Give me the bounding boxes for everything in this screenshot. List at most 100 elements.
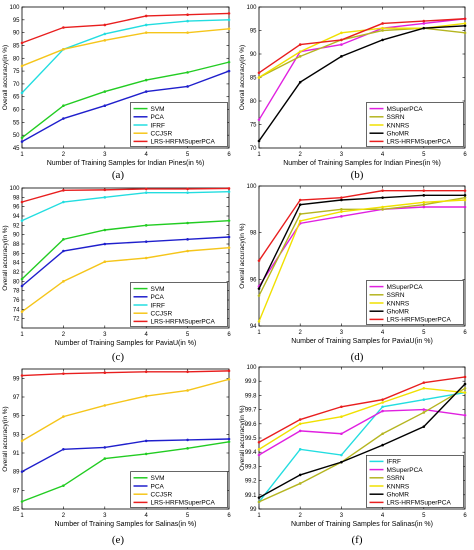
x-axis-label: Number of Training Samples for Salinas(i… xyxy=(54,521,196,528)
data-point xyxy=(381,26,384,30)
series-line xyxy=(21,438,230,473)
y-tick-label: 99.8 xyxy=(245,393,257,399)
x-axis-label: Number of Training Samples for Indian Pi… xyxy=(47,160,205,167)
legend-entry: LRS-HRFMSuperPCA xyxy=(151,500,216,507)
x-tick-label: 6 xyxy=(227,513,231,519)
data-point xyxy=(227,369,231,373)
data-point xyxy=(257,118,261,122)
data-point xyxy=(381,208,384,211)
data-point xyxy=(62,372,65,375)
legend-entry: KNNRS xyxy=(387,483,410,490)
data-point xyxy=(186,447,189,450)
data-point xyxy=(340,453,343,457)
legend-entry: SSRN xyxy=(387,475,405,482)
data-point xyxy=(463,375,467,379)
data-point xyxy=(257,453,261,457)
y-tick-label: 91 xyxy=(13,451,20,457)
data-point xyxy=(298,219,302,223)
y-tick-label: 99.9 xyxy=(245,379,257,385)
x-tick-label: 1 xyxy=(20,513,24,519)
data-point xyxy=(227,12,231,15)
y-tick-label: 99.3 xyxy=(245,464,257,470)
y-tick-label: 87 xyxy=(13,488,20,494)
legend-entry: PCA xyxy=(151,114,165,121)
data-point xyxy=(463,196,467,199)
panel-label: (e) xyxy=(112,534,125,546)
y-axis-label: Overall accuracy(in %) xyxy=(239,223,246,288)
data-point xyxy=(340,415,343,419)
series-line xyxy=(258,206,465,287)
y-tick-label: 94 xyxy=(250,324,257,330)
data-point xyxy=(257,500,261,504)
data-point xyxy=(144,31,148,34)
data-point xyxy=(422,381,426,384)
data-point xyxy=(20,439,24,443)
data-point xyxy=(62,484,65,487)
x-tick-label: 6 xyxy=(227,152,231,158)
legend-entry: GhoMR xyxy=(387,131,410,138)
data-point xyxy=(340,432,343,436)
series-line xyxy=(258,408,466,456)
legend-entry: CCJSR xyxy=(151,131,173,138)
y-tick-label: 90 xyxy=(250,52,257,58)
data-point xyxy=(186,249,189,253)
data-point xyxy=(144,439,148,443)
y-tick-label: 65 xyxy=(13,95,20,101)
data-point xyxy=(257,139,261,143)
data-point xyxy=(340,31,343,35)
data-point xyxy=(463,194,467,197)
data-point xyxy=(186,438,189,442)
x-tick-label: 6 xyxy=(463,330,467,336)
y-tick-label: 86 xyxy=(13,251,20,257)
data-point xyxy=(20,374,24,377)
data-point xyxy=(422,189,426,192)
x-tick-label: 5 xyxy=(422,152,426,158)
series-line xyxy=(258,383,466,499)
data-point xyxy=(381,22,384,25)
data-point xyxy=(422,411,426,414)
data-point xyxy=(463,17,467,21)
data-point xyxy=(257,76,261,79)
data-point xyxy=(340,43,343,46)
legend-entry: SVM xyxy=(151,286,165,293)
x-tick-label: 4 xyxy=(145,332,149,338)
series-line xyxy=(258,25,466,142)
data-point xyxy=(257,448,261,451)
data-point xyxy=(20,500,24,503)
data-point xyxy=(381,205,384,209)
data-point xyxy=(257,294,261,297)
data-point xyxy=(227,437,231,441)
y-axis-label: Overall accuracy(in %) xyxy=(2,406,9,471)
data-point xyxy=(381,196,384,199)
y-tick-label: 99 xyxy=(250,507,257,513)
legend-entry: IFRF xyxy=(151,122,165,129)
data-point xyxy=(422,22,426,25)
data-point xyxy=(62,104,65,107)
y-tick-label: 89 xyxy=(13,470,20,476)
data-point xyxy=(381,401,384,404)
legend-entry: GhoMR xyxy=(387,309,410,316)
y-tick-label: 95 xyxy=(13,18,20,24)
data-point xyxy=(186,389,189,392)
x-tick-label: 5 xyxy=(422,513,426,519)
data-point xyxy=(144,90,148,93)
data-point xyxy=(463,198,467,202)
x-tick-label: 1 xyxy=(257,513,261,519)
y-axis-label: Overall accuracy(in %) xyxy=(239,45,246,110)
series-line xyxy=(21,441,230,503)
data-point xyxy=(20,64,24,68)
legend-entry: PCA xyxy=(151,483,165,490)
series-line xyxy=(21,12,230,44)
panel-label: (b) xyxy=(351,169,364,181)
y-tick-label: 90 xyxy=(13,31,20,37)
data-point xyxy=(298,482,302,485)
y-tick-label: 88 xyxy=(13,242,20,248)
data-point xyxy=(186,71,189,74)
series-line xyxy=(21,28,230,67)
data-point xyxy=(186,13,189,16)
data-point xyxy=(257,71,261,75)
